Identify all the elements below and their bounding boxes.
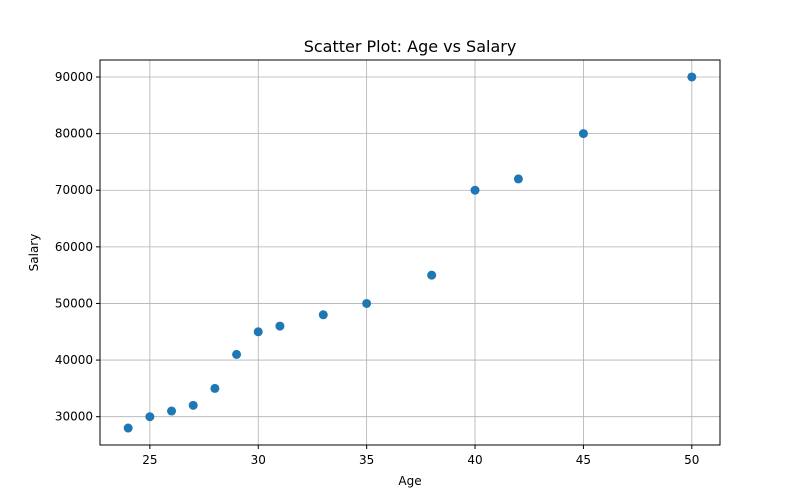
scatter-point bbox=[275, 321, 285, 331]
x-tick-label: 45 bbox=[576, 453, 591, 467]
scatter-point bbox=[427, 270, 437, 280]
y-tick-label: 70000 bbox=[55, 183, 93, 197]
y-tick-label: 50000 bbox=[55, 296, 93, 310]
scatter-point bbox=[513, 174, 523, 184]
scatter-point bbox=[210, 383, 220, 393]
scatter-point bbox=[232, 349, 242, 359]
scatter-point bbox=[578, 129, 588, 139]
axis-ticks: 25 30 35 40 45 50 30000 40000 50000 60000 70000 800… bbox=[55, 70, 700, 467]
scatter-point bbox=[167, 406, 177, 416]
x-tick-label: 50 bbox=[684, 453, 699, 467]
y-tick-label: 60000 bbox=[55, 240, 93, 254]
scatter-point bbox=[253, 327, 263, 337]
x-tick-label: 25 bbox=[142, 453, 157, 467]
scatter-point bbox=[687, 72, 697, 82]
chart-title: Scatter Plot: Age vs Salary bbox=[304, 37, 517, 56]
y-tick-label: 40000 bbox=[55, 353, 93, 367]
y-axis-label: Salary bbox=[27, 234, 41, 272]
scatter-point bbox=[470, 185, 480, 195]
grid-lines bbox=[100, 60, 720, 445]
y-tick-label: 30000 bbox=[55, 410, 93, 424]
data-points bbox=[123, 72, 697, 433]
y-tick-label: 90000 bbox=[55, 70, 93, 84]
plot-frame bbox=[99, 59, 721, 446]
x-tick-label: 40 bbox=[467, 453, 482, 467]
scatter-point bbox=[123, 423, 133, 433]
x-tick-label: 35 bbox=[359, 453, 374, 467]
x-axis-label: Age bbox=[398, 474, 421, 488]
scatter-point bbox=[318, 310, 328, 320]
scatter-point bbox=[188, 400, 198, 410]
x-tick-label: 30 bbox=[251, 453, 266, 467]
scatter-point bbox=[362, 298, 372, 308]
scatter-point bbox=[145, 412, 155, 422]
y-tick-label: 80000 bbox=[55, 127, 93, 141]
